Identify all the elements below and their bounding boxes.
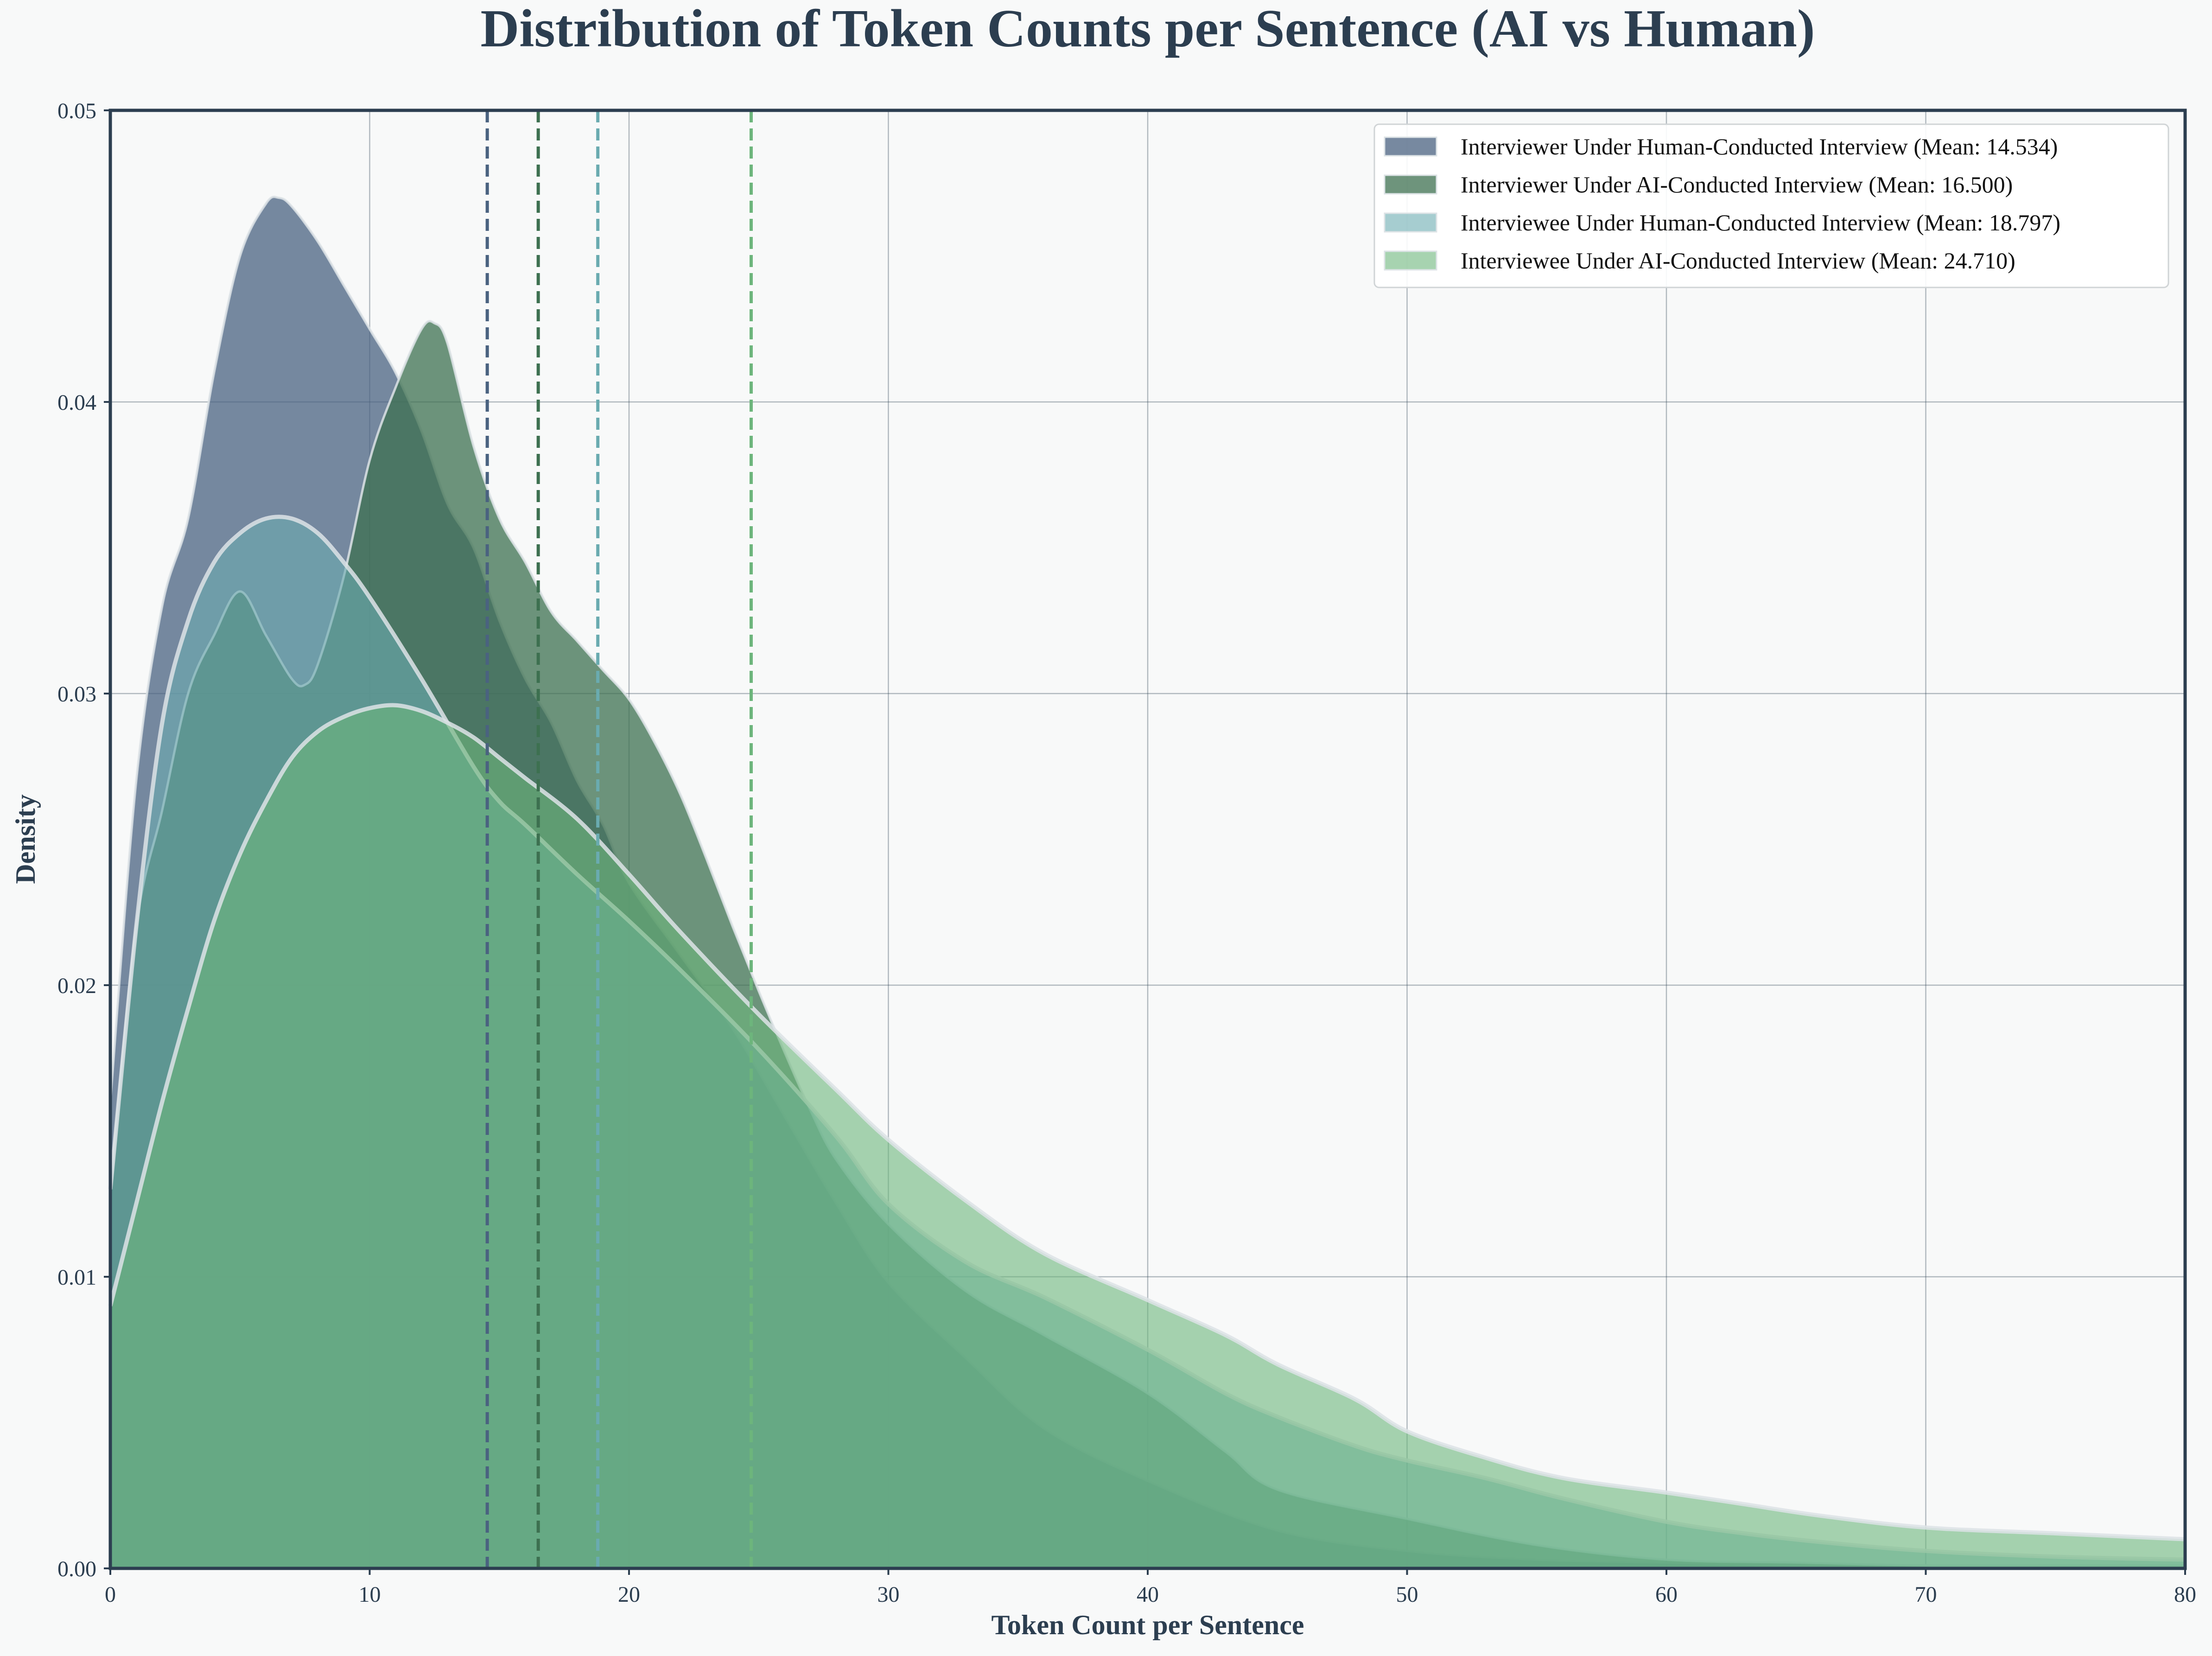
legend-swatch-3 (1384, 212, 1437, 233)
chart-title: Distribution of Token Counts per Sentenc… (481, 0, 1815, 58)
legend-label-2: Interviewer Under AI-Conducted Interview… (1461, 172, 2013, 197)
x-tick-label: 50 (1396, 1582, 1418, 1607)
legend-box (1373, 123, 2169, 288)
x-tick-label: 80 (2174, 1582, 2196, 1607)
y-tick-label: 0.03 (57, 682, 96, 707)
x-tick-label: 30 (877, 1582, 900, 1607)
axis-ticks: 0 10 20 30 40 50 60 70 80 0.00 0.01 0.02 0.03 0.04 0.0… (57, 99, 2196, 1607)
y-tick-label: 0.00 (57, 1557, 96, 1581)
x-tick-label: 20 (618, 1582, 640, 1607)
legend-swatch-1 (1384, 136, 1437, 157)
mean-lines (485, 110, 753, 1568)
x-tick-label: 60 (1655, 1582, 1678, 1607)
y-axis-label: Density (10, 794, 41, 884)
legend-label-4: Interviewee Under AI-Conducted Interview… (1461, 248, 2015, 274)
legend-swatch-4 (1384, 250, 1437, 271)
x-tick-label: 0 (105, 1582, 116, 1607)
y-tick-label: 0.05 (57, 99, 96, 123)
density-outline-4 (108, 703, 2186, 1541)
density-area-4 (110, 705, 2185, 1568)
y-tick-label: 0.04 (57, 390, 96, 415)
y-tick-label: 0.02 (57, 974, 96, 998)
x-tick-label: 10 (359, 1582, 381, 1607)
legend-swatch-2 (1384, 174, 1437, 195)
x-axis-label: Token Count per Sentence (991, 1610, 1304, 1640)
legend-label-3: Interviewee Under Human-Conducted Interv… (1461, 210, 2060, 236)
x-tick-label: 40 (1137, 1582, 1159, 1607)
legend-label-1: Interviewer Under Human-Conducted Interv… (1461, 134, 2058, 159)
density-areas (108, 196, 2186, 1568)
y-tick-label: 0.01 (57, 1265, 96, 1290)
x-tick-label: 70 (1915, 1582, 1937, 1607)
legend: Interviewer Under Human-Conducted Interv… (1373, 123, 2169, 288)
